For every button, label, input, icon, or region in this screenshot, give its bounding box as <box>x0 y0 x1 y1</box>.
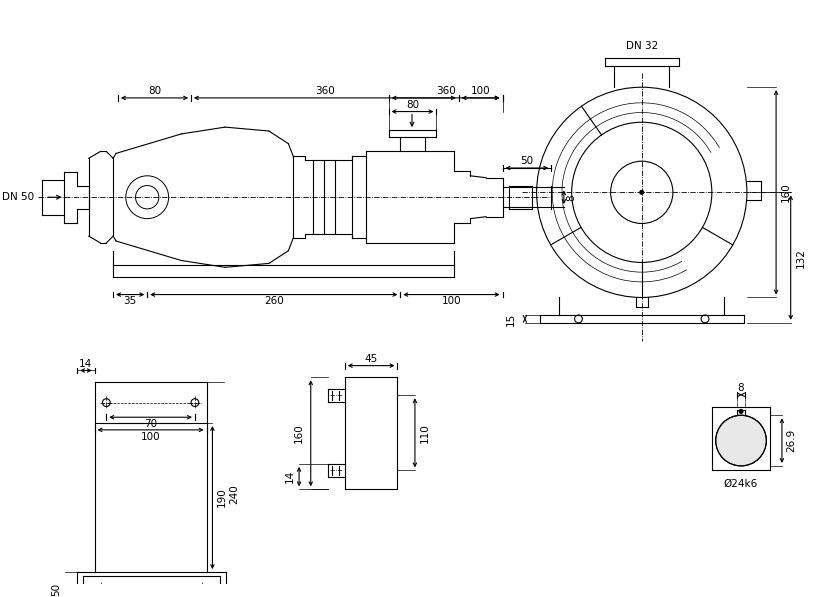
Text: 8: 8 <box>567 194 577 201</box>
Text: 45: 45 <box>364 354 378 364</box>
Text: 260: 260 <box>264 296 284 306</box>
Text: 50: 50 <box>51 583 61 596</box>
Text: 80: 80 <box>406 100 419 110</box>
Text: 8: 8 <box>738 383 745 393</box>
Text: 35: 35 <box>123 296 136 306</box>
Text: 14: 14 <box>285 470 295 483</box>
Text: 50: 50 <box>520 156 533 166</box>
Text: 14: 14 <box>79 359 92 369</box>
Text: 100: 100 <box>471 86 490 96</box>
Text: 132: 132 <box>795 248 805 267</box>
Text: 360: 360 <box>315 86 334 96</box>
Text: 190: 190 <box>217 488 227 507</box>
Text: 110: 110 <box>419 423 429 442</box>
Circle shape <box>716 416 766 466</box>
Circle shape <box>640 190 644 194</box>
Text: 80: 80 <box>148 86 161 96</box>
Text: 240: 240 <box>229 484 239 504</box>
Text: 100: 100 <box>442 296 461 306</box>
Text: 15: 15 <box>505 312 515 325</box>
Text: 160: 160 <box>780 183 791 202</box>
Text: 360: 360 <box>436 86 455 96</box>
Circle shape <box>739 410 743 413</box>
Text: 26.9: 26.9 <box>787 429 797 452</box>
Text: 70: 70 <box>144 419 157 429</box>
Text: 160: 160 <box>294 423 304 443</box>
Text: DN 50: DN 50 <box>2 192 34 202</box>
Text: DN 32: DN 32 <box>626 41 658 51</box>
Text: Ø24k6: Ø24k6 <box>724 478 758 488</box>
Text: 100: 100 <box>141 432 161 442</box>
